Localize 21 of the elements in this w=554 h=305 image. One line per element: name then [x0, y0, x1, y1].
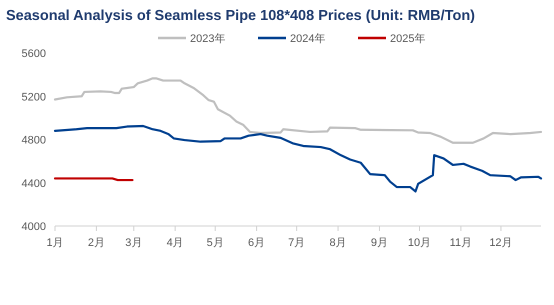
x-tick-label: 4月: [166, 237, 184, 249]
x-tick-label: 11月: [450, 237, 472, 249]
y-tick-label: 5200: [22, 91, 46, 104]
legend-label: 2024年: [290, 33, 326, 45]
y-tick-label: 4000: [22, 221, 46, 233]
x-tick-label: 10月: [408, 237, 432, 249]
x-tick-label: 9月: [370, 237, 388, 249]
x-tick-label: 5月: [206, 237, 224, 249]
y-tick-label: 4800: [22, 134, 46, 146]
x-tick-label: 2月: [88, 237, 105, 249]
legend-label: 2025年: [390, 33, 426, 45]
x-tick-label: 3月: [125, 237, 142, 249]
x-tick-label: 12月: [489, 237, 513, 249]
x-tick-label: 8月: [329, 237, 347, 249]
x-tick-label: 6月: [248, 237, 266, 249]
y-tick-label: 4400: [22, 178, 46, 190]
chart-title: Seasonal Analysis of Seamless Pipe 108*408 Prices (Unit: RMB/Ton): [6, 8, 476, 24]
x-tick-label: 7月: [288, 237, 306, 249]
y-tick-label: 5600: [22, 48, 46, 60]
x-tick-label: 1月: [46, 237, 64, 249]
legend-label: 2023年: [190, 33, 226, 45]
